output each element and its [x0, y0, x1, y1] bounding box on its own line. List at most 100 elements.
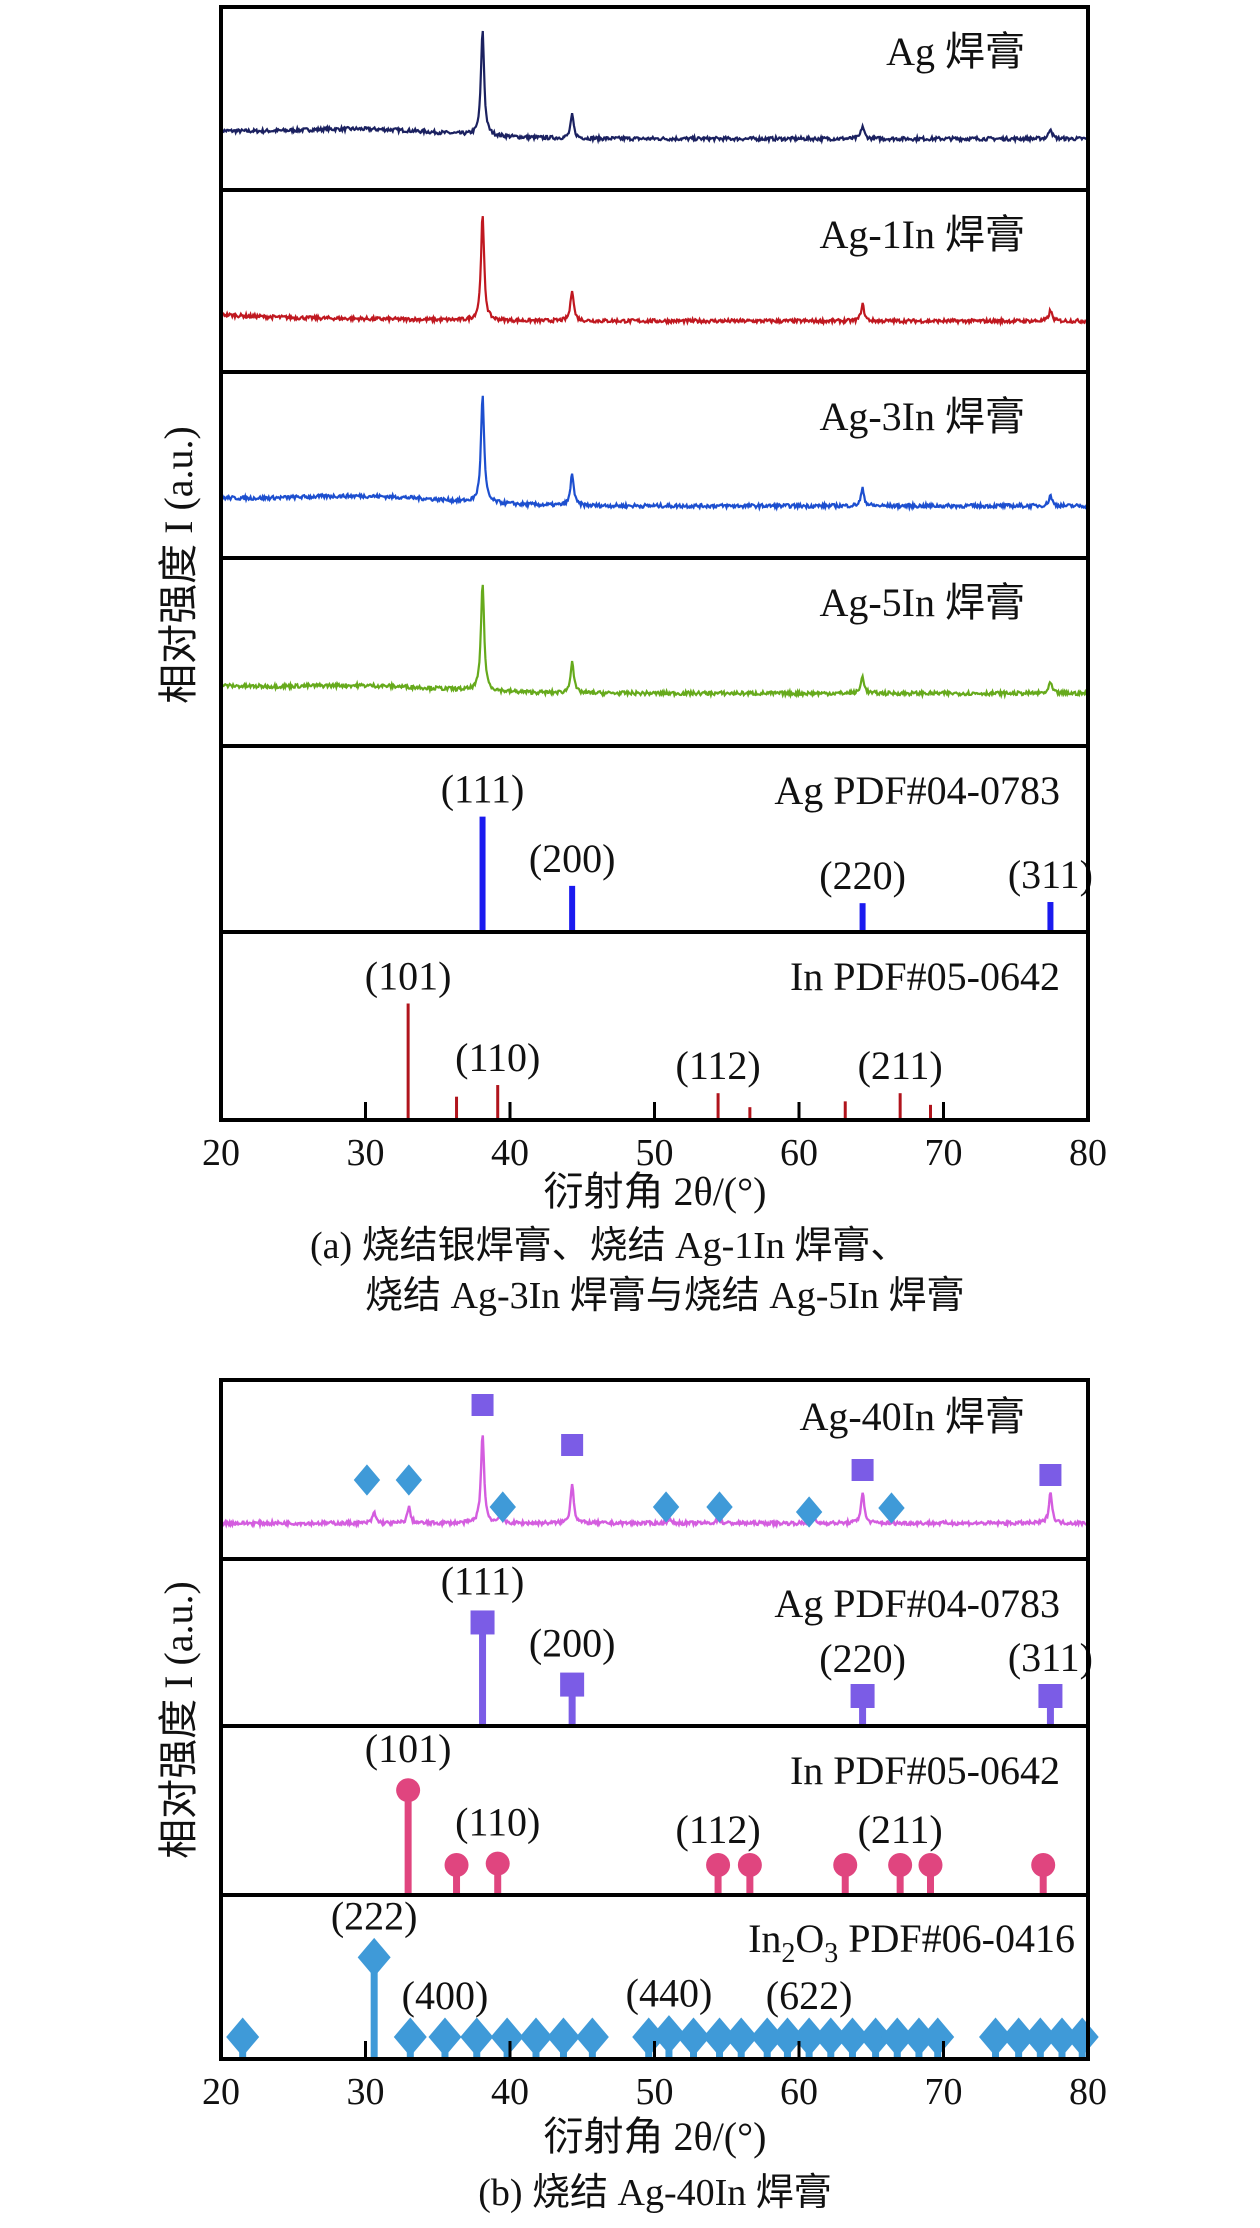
square-marker	[1039, 1464, 1062, 1486]
xrd-trace-2	[220, 395, 1088, 512]
square-marker	[471, 1394, 494, 1416]
x-axis-label-b: 衍射角 2θ/(°)	[544, 2114, 767, 2159]
hkl-label: (311)	[1008, 852, 1093, 897]
square-marker	[1038, 1684, 1063, 1708]
diamond-marker	[835, 2017, 869, 2057]
x-axis-label-a: 衍射角 2θ/(°)	[544, 1169, 767, 1214]
diamond-marker	[1045, 2017, 1079, 2057]
diamond-marker	[546, 2017, 580, 2057]
diamond-marker	[979, 2017, 1013, 2057]
diamond-marker	[1023, 2017, 1057, 2057]
diamond-marker	[652, 2015, 686, 2055]
diamond-marker	[393, 2017, 427, 2057]
x-tick-label: 30	[347, 2071, 385, 2113]
xrd-trace-ag40in	[219, 1435, 1089, 1530]
series-label-0: Ag 焊膏	[886, 29, 1025, 74]
square-marker	[850, 1684, 875, 1708]
diamond-marker	[226, 2017, 260, 2057]
circle-marker	[1031, 1853, 1056, 1877]
reference-label-part: 2	[781, 1938, 795, 1969]
circle-marker	[888, 1853, 913, 1877]
circle-marker	[485, 1851, 510, 1876]
y-axis-label-b: 相对强度 I (a.u.)	[156, 1581, 201, 1859]
reference-label-part: In	[748, 1916, 781, 1961]
diamond-marker	[703, 2017, 737, 2057]
series-label-2: Ag-3In 焊膏	[819, 394, 1025, 439]
x-tick-label: 60	[780, 1132, 818, 1174]
hkl-label: (110)	[455, 1800, 540, 1845]
diamond-marker	[489, 1491, 516, 1523]
diamond-marker	[902, 2017, 936, 2057]
diamond-marker	[921, 2017, 955, 2057]
reference-label-part: PDF#06-0416	[838, 1916, 1075, 1961]
diamond-marker	[490, 2017, 524, 2057]
hkl-label: (400)	[402, 1973, 489, 2018]
x-tick-label: 70	[925, 1132, 963, 1174]
reference-label-in2o3: In2O3 PDF#06-0416	[748, 1916, 1075, 1969]
reference-label: In PDF#05-0642	[790, 1748, 1060, 1793]
x-tick-label: 40	[491, 2071, 529, 2113]
hkl-label: (211)	[858, 1043, 943, 1088]
hkl-label: (200)	[529, 1621, 616, 1666]
diamond-marker	[880, 2017, 914, 2057]
square-marker	[560, 1672, 585, 1697]
xrd-trace-3	[220, 584, 1089, 700]
circle-marker	[396, 1778, 421, 1803]
series-label-3: Ag-5In 焊膏	[819, 580, 1025, 625]
hkl-label: (622)	[766, 1973, 853, 2018]
x-tick-label: 20	[202, 2071, 240, 2113]
series-label: Ag-40In 焊膏	[799, 1394, 1025, 1439]
reference-label: Ag PDF#04-0783	[774, 768, 1060, 813]
diamond-marker	[878, 1492, 905, 1524]
x-tick-label: 20	[202, 1132, 240, 1174]
caption-a-line1: (a) 烧结银焊膏、烧结 Ag-1In 焊膏、	[310, 1225, 908, 1267]
diamond-marker	[632, 2017, 666, 2057]
circle-marker	[833, 1853, 858, 1877]
x-tick-label: 50	[636, 1132, 674, 1174]
diamond-marker	[353, 1464, 381, 1496]
square-marker	[561, 1434, 584, 1456]
circle-marker	[706, 1853, 731, 1877]
diamond-marker	[1002, 2017, 1036, 2057]
diamond-marker	[428, 2017, 462, 2057]
x-tick-label: 50	[636, 2071, 674, 2113]
x-tick-label: 70	[925, 2071, 963, 2113]
circle-marker	[918, 1853, 943, 1877]
diamond-marker	[859, 2017, 893, 2057]
square-marker	[470, 1610, 495, 1635]
diamond-marker	[770, 2017, 804, 2057]
diamond-marker	[750, 2017, 784, 2057]
hkl-label: (112)	[676, 1043, 761, 1088]
hkl-label: (101)	[365, 953, 452, 998]
panel-b: Ag-40In 焊膏 (111)(200) (220) (311) Ag PDF#04-…	[202, 1378, 1107, 2113]
panel-a: Ag 焊膏 Ag-1In 焊膏 Ag-3In 焊膏 Ag-5In 焊膏 (111)(20…	[202, 5, 1107, 1174]
x-tick-label: 40	[491, 1132, 529, 1174]
diamond-marker	[460, 2017, 494, 2057]
diamond-marker	[357, 1937, 391, 1977]
diamond-marker	[792, 2017, 826, 2057]
diamond-marker	[706, 1491, 733, 1523]
hkl-label: (211)	[858, 1807, 943, 1852]
diamond-marker	[652, 1491, 680, 1523]
hkl-label: (311)	[1008, 1635, 1093, 1680]
reference-label: In PDF#05-0642	[790, 954, 1060, 999]
diamond-marker	[519, 2017, 553, 2057]
diamond-marker	[395, 1464, 423, 1496]
square-marker	[851, 1459, 874, 1481]
x-tick-label: 80	[1069, 1132, 1107, 1174]
caption-b: (b) 烧结 Ag-40In 焊膏	[478, 2172, 832, 2214]
diamond-marker	[1065, 2017, 1099, 2057]
reference-label-part: O	[795, 1916, 824, 1961]
xrd-trace-0	[219, 30, 1088, 145]
series-label-1: Ag-1In 焊膏	[819, 212, 1025, 257]
diamond-marker	[575, 2017, 609, 2057]
diamond-marker	[677, 2017, 711, 2057]
x-tick-label: 80	[1069, 2071, 1107, 2113]
hkl-label: (101)	[365, 1726, 452, 1771]
diamond-marker	[814, 2017, 848, 2057]
x-tick-label: 30	[347, 1132, 385, 1174]
caption-a-line2: 烧结 Ag-3In 焊膏与烧结 Ag-5In 焊膏	[365, 1275, 965, 1317]
hkl-label: (110)	[455, 1035, 540, 1080]
hkl-label: (111)	[441, 767, 525, 812]
